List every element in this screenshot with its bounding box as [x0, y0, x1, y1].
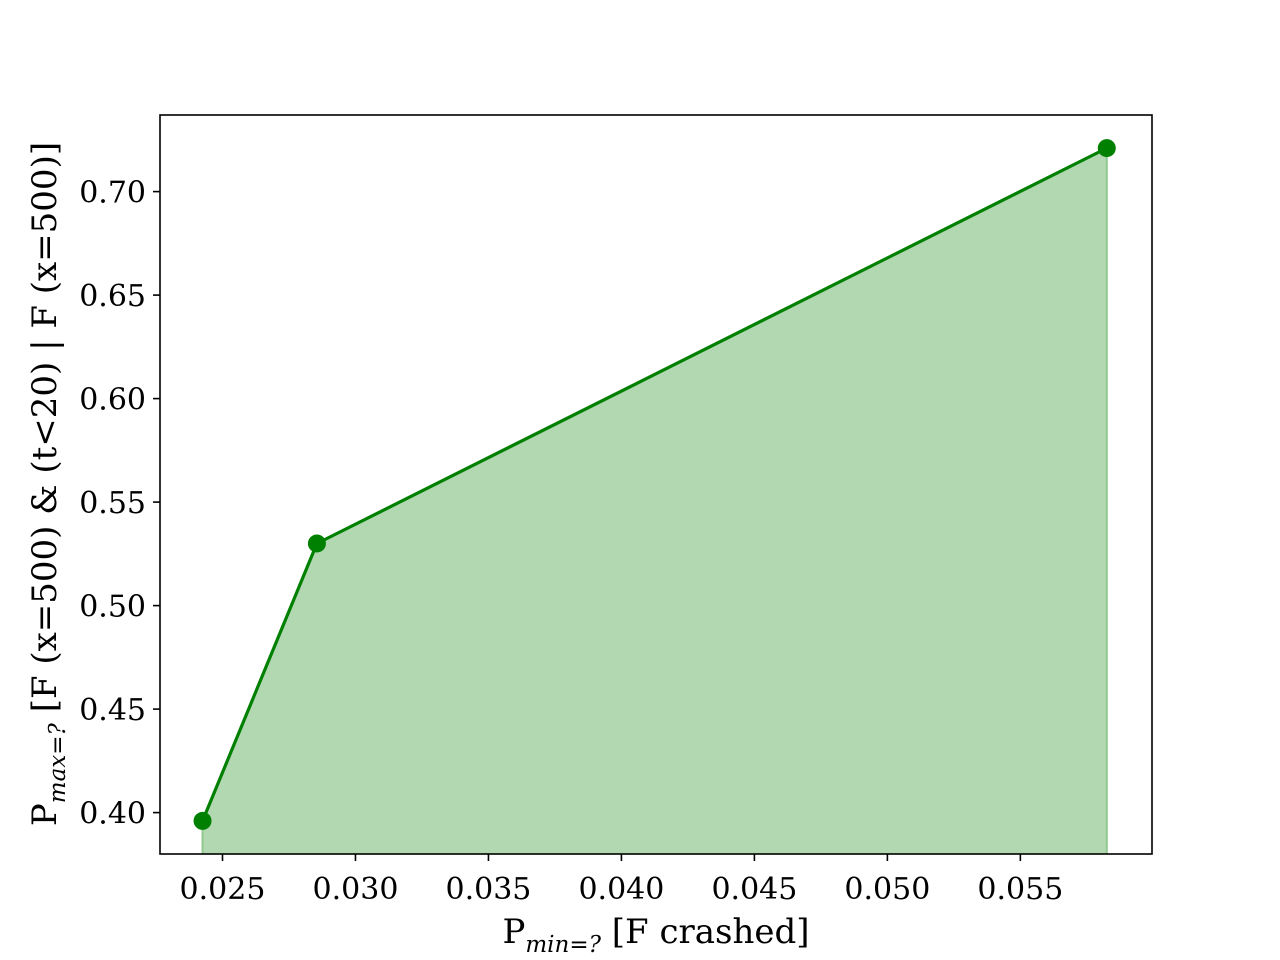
plot-area	[193, 139, 1116, 854]
x-tick-label: 0.050	[844, 872, 930, 907]
y-tick-label: 0.45	[79, 693, 146, 728]
x-tick-label: 0.035	[446, 872, 532, 907]
axes-frame	[159, 114, 1153, 855]
y-tick-label: 0.55	[79, 486, 146, 521]
x-tick-label: 0.025	[180, 872, 266, 907]
y-tick-label: 0.50	[79, 590, 146, 625]
y-tick-label: 0.65	[79, 279, 146, 314]
y-tick-label: 0.70	[79, 176, 146, 211]
y-axis-label: Pmax=? [F (x=500) & (t<20) | F (x=500)]	[25, 142, 71, 826]
x-axis: 0.025 0.030 0.035 0.040 0.045 0.050 0.055	[180, 854, 1063, 907]
y-tick-label: 0.60	[79, 383, 146, 418]
data-point	[307, 534, 326, 553]
y-axis: 0.40 0.45 0.50 0.55 0.60 0.65 0.70	[79, 176, 160, 832]
x-axis-label: Pmin=? [F crashed]	[502, 912, 809, 958]
x-tick-label: 0.055	[977, 872, 1063, 907]
x-tick-label: 0.045	[711, 872, 797, 907]
x-tick-label: 0.040	[578, 872, 664, 907]
x-tick-label: 0.030	[313, 872, 399, 907]
area-fill	[202, 148, 1107, 854]
data-point	[1097, 139, 1116, 158]
y-tick-label: 0.40	[79, 797, 146, 832]
data-point	[193, 811, 212, 830]
